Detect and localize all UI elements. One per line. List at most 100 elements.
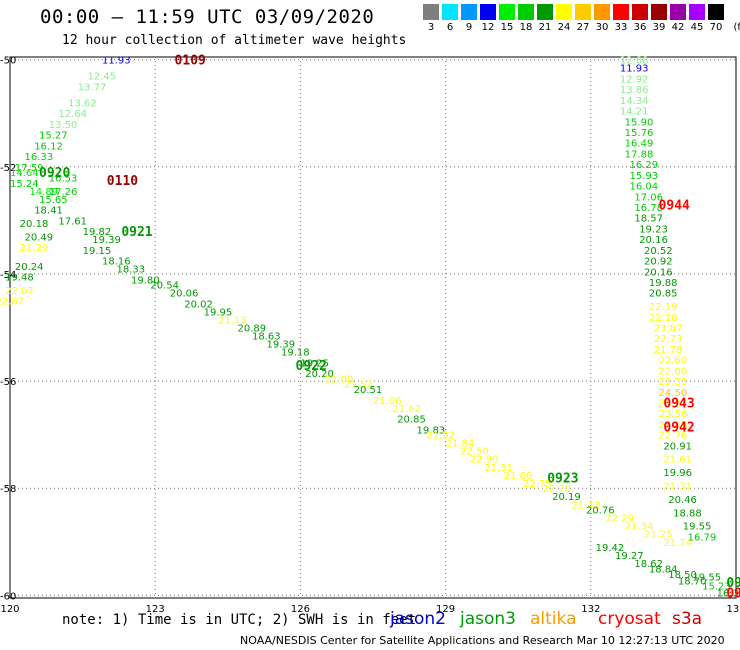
wave-height-value: 21.92	[426, 431, 455, 442]
wave-height-value: 21.06	[373, 396, 402, 407]
wave-height-value: 17.26	[49, 187, 78, 198]
wave-height-value: 20.89	[237, 324, 266, 335]
wave-height-value: 20.91	[663, 441, 692, 452]
wave-height-value: 18.16	[102, 257, 131, 268]
legend-label: 42	[671, 22, 685, 33]
wave-height-value: 19.15	[83, 246, 112, 257]
legend-swatch	[499, 4, 515, 20]
wave-height-value: 18.33	[116, 265, 145, 276]
wave-height-value: 16.29	[630, 160, 659, 171]
wave-height-value: 20.19	[552, 492, 581, 503]
wave-height-value: 22.75	[523, 479, 552, 490]
lat-tick-label: -50	[0, 56, 16, 67]
wave-height-value: 20.18	[20, 219, 49, 230]
satellite-cryosat: cryosat	[598, 609, 661, 629]
legend-label: 30	[595, 22, 609, 33]
wave-height-value: 21.60	[504, 471, 533, 482]
wave-height-value: 13.77	[78, 82, 107, 93]
wave-height-value: 20.54	[150, 281, 179, 292]
wave-height-value: 17.06	[634, 192, 663, 203]
wave-height-value: 19.55	[692, 573, 721, 584]
wave-height-value: 17.59	[15, 163, 44, 174]
wave-height-value: 17.61	[58, 216, 87, 227]
legend-swatch	[594, 4, 610, 20]
satellite-jason3: jason3	[460, 609, 516, 629]
wave-height-value: 21.25	[644, 530, 673, 541]
legend-label: 9	[465, 22, 473, 33]
legend-swatch	[423, 4, 439, 20]
wave-height-value: 22.18	[649, 313, 678, 324]
wave-height-value: 21.74	[663, 538, 692, 549]
pass-time-label: 0924	[726, 576, 740, 591]
wave-height-value: 23.33	[659, 377, 688, 388]
wave-height-value: 18.50	[668, 570, 697, 581]
wave-height-value: 19.55	[683, 522, 712, 533]
wave-height-value: 23.87	[654, 324, 683, 335]
wave-height-value: 19.88	[649, 278, 678, 289]
wave-height-value: 21.13	[218, 315, 247, 326]
wave-height-value: 11.93	[102, 56, 131, 67]
wave-height-value: 18.88	[673, 508, 702, 519]
legend-swatch	[480, 4, 496, 20]
pass-time-label: 0943	[663, 396, 694, 411]
satellite-s3a: s3a	[672, 609, 703, 629]
wave-height-value: 21.62	[392, 404, 421, 415]
credit-line: NOAA/NESDIS Center for Satellite Applica…	[240, 634, 725, 647]
legend-label: 6	[446, 22, 454, 33]
wave-height-value: 14.21	[620, 107, 649, 118]
legend-swatch	[556, 4, 572, 20]
wave-height-value: 19.82	[83, 227, 112, 238]
wave-height-value: 22.60	[659, 356, 688, 367]
wave-height-value: 18.84	[649, 565, 678, 576]
wave-height-value: 18.70	[678, 576, 707, 587]
wave-height-value: 20.16	[644, 267, 673, 278]
wave-height-value: 20.02	[184, 299, 213, 310]
pass-time-label: 0921	[121, 225, 152, 240]
pass-time-label: 0920	[39, 166, 70, 181]
lon-tick-label: 135	[726, 604, 740, 615]
wave-height-value: 15.27	[39, 131, 68, 142]
footnote: note: 1) Time is in UTC; 2) SWH is in fe…	[62, 612, 417, 628]
wave-height-value: 15.93	[630, 171, 659, 182]
legend-label: 70	[709, 22, 723, 33]
wave-height-value: 22.00	[659, 366, 688, 377]
satellite-altika: altika	[530, 609, 577, 629]
wave-height-value: 16.78	[634, 203, 663, 214]
lat-tick-label: -54	[0, 270, 16, 281]
wave-height-value: 21.31	[663, 482, 692, 493]
wave-height-value: 12.92	[620, 74, 649, 85]
legend-unit: (ft)	[733, 22, 740, 33]
wave-height-value: 19.96	[663, 468, 692, 479]
lat-tick-label: -58	[0, 484, 16, 495]
wave-height-value: 13.86	[620, 85, 649, 96]
lon-tick-label: 123	[146, 604, 165, 615]
wave-height-value: 19.48	[5, 273, 34, 284]
wave-height-value: 15.23	[702, 582, 731, 593]
legend-label: 15	[500, 22, 514, 33]
lat-tick-label: -56	[0, 377, 16, 388]
legend-label: 36	[633, 22, 647, 33]
legend-label: 3	[427, 22, 435, 33]
wave-height-value: 15.65	[39, 195, 68, 206]
legend-label: 21	[538, 22, 552, 33]
lat-tick-label: -52	[0, 163, 16, 174]
pass-time-label: 0923	[547, 471, 578, 486]
wave-height-value: 22.70	[542, 484, 571, 495]
wave-height-value: 21.29	[20, 243, 49, 254]
wave-height-value: 21.78	[654, 345, 683, 356]
wave-height-value: 19.18	[281, 348, 310, 359]
legend-label: 45	[690, 22, 704, 33]
wave-height-value: 20.85	[649, 289, 678, 300]
map-title: 00:00 — 11:59 UTC 03/09/2020	[40, 6, 375, 28]
pass-time-label: 0109	[175, 54, 206, 69]
wave-height-value: 20.92	[644, 257, 673, 268]
wave-height-value: 18.41	[34, 206, 63, 217]
wave-height-value: 20.06	[170, 289, 199, 300]
legend-swatch	[708, 4, 724, 20]
legend-swatch	[537, 4, 553, 20]
legend-label: 24	[557, 22, 571, 33]
wave-height-value: 16.33	[25, 152, 54, 163]
wave-height-value: 22.58	[659, 420, 688, 431]
wave-height-value: 15.76	[625, 128, 654, 139]
wave-height-value: 14.89	[29, 187, 58, 198]
